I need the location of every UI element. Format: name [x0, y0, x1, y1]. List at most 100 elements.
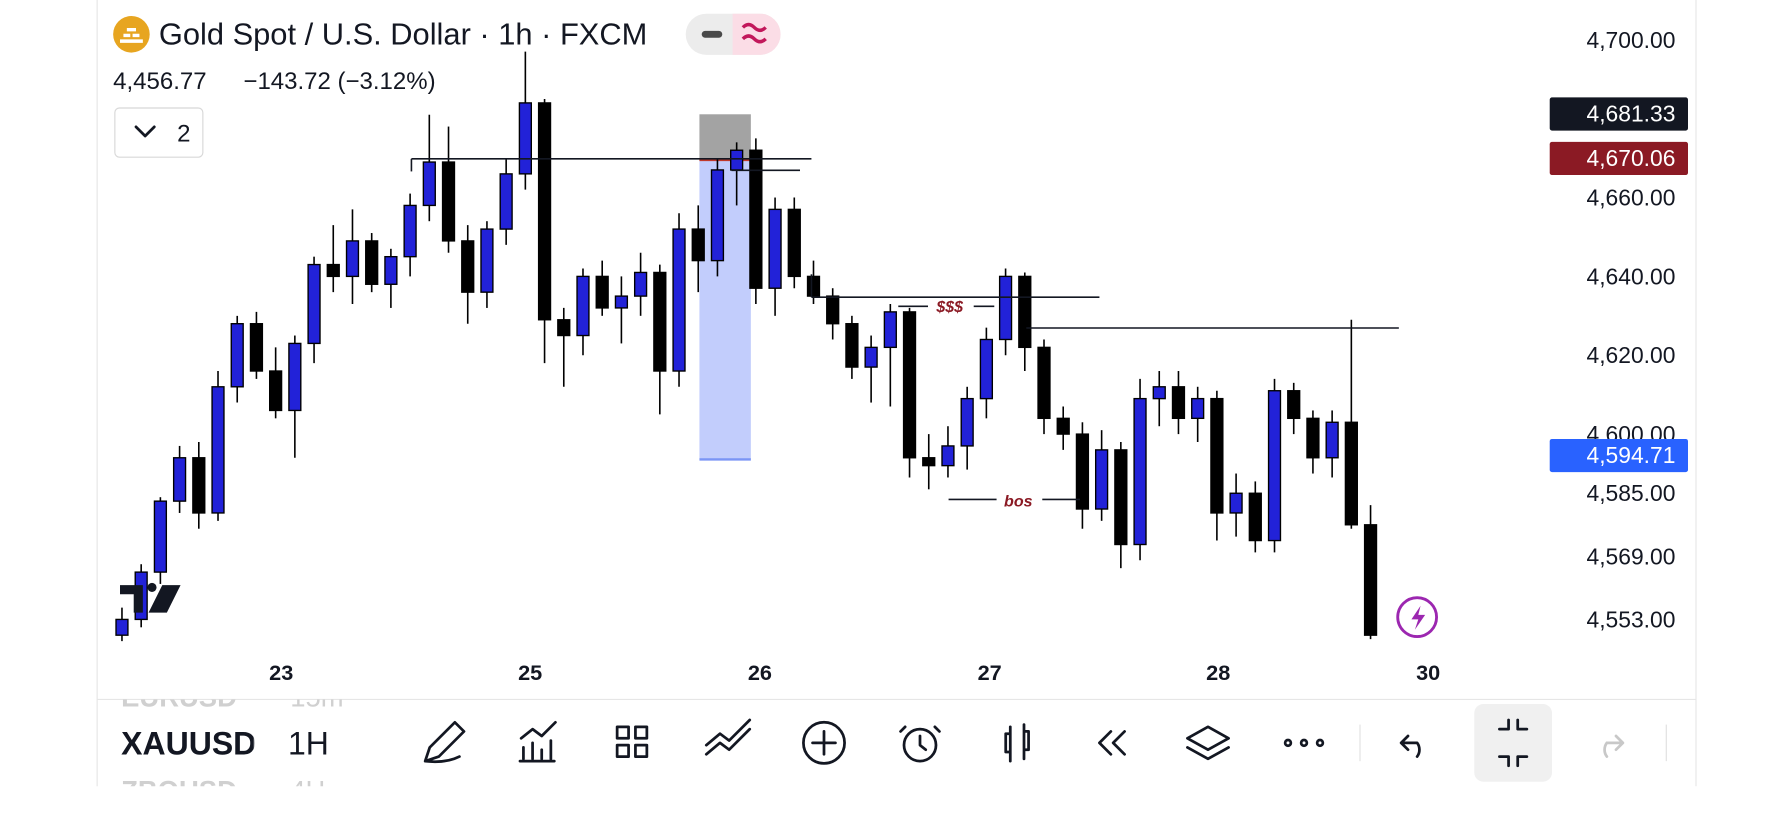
indicator-toggle[interactable]: [114, 107, 204, 158]
alert-tool[interactable]: [902, 727, 938, 763]
price-axis: 4,700.004,660.004,640.004,620.004,600.00…: [269, 27, 1688, 685]
redo[interactable]: [1603, 734, 1625, 758]
candle-body: [422, 161, 436, 207]
compare-tool[interactable]: [704, 718, 752, 756]
candle-body: [269, 370, 283, 412]
layout-tool[interactable]: [615, 725, 649, 758]
price-label-box: [1549, 438, 1688, 473]
price-change: −143.72 (−3.12%): [243, 68, 435, 95]
candle-body: [461, 240, 475, 293]
y-tick-label: 4,700.00: [1587, 27, 1676, 53]
candle-body: [365, 240, 379, 285]
target-zone: [699, 160, 751, 460]
status-dash: [701, 30, 723, 38]
undo[interactable]: [1399, 734, 1421, 758]
candle-body: [1191, 397, 1205, 420]
y-tick-label: 4,620.00: [1587, 342, 1676, 368]
y-tick-label: 4,640.00: [1587, 263, 1676, 289]
candle-body: [883, 311, 897, 349]
candle-body: [537, 102, 552, 321]
fullscreen-icon: [1498, 718, 1529, 768]
fullscreen-button[interactable]: [1474, 704, 1552, 782]
chevron: [134, 125, 156, 138]
candle-body: [1152, 386, 1166, 400]
candle-body: [441, 161, 456, 242]
candle-body: [1287, 390, 1301, 420]
indicators-tool[interactable]: [518, 720, 557, 763]
symbol-switcher[interactable]: EURUSD 15m XAUUSD 1H ZBOUSD 4H: [121, 681, 343, 806]
candle-body: [326, 263, 340, 278]
candle-body: [1056, 417, 1070, 435]
candle-body: [864, 346, 878, 368]
x-tick-label: 23: [269, 660, 293, 685]
candle-body: [691, 228, 705, 262]
candle-body: [480, 228, 494, 293]
status-wave: [741, 22, 767, 44]
candle-body: [768, 208, 782, 289]
interval: 1H: [288, 725, 329, 761]
candle-body: [345, 240, 360, 278]
candle-body: [288, 342, 302, 412]
x-tick-label: 28: [1206, 660, 1230, 685]
candle-body: [653, 271, 667, 372]
add-tool[interactable]: [802, 720, 846, 765]
x-tick-label: 26: [748, 660, 772, 685]
candle-body: [1133, 397, 1147, 546]
candle-body: [1210, 397, 1224, 514]
candle-body: [153, 500, 168, 573]
y-tick-label: 4,553.00: [1587, 606, 1676, 632]
drawings: [410, 158, 1399, 501]
candle-body: [1018, 275, 1032, 349]
draw-tool[interactable]: [423, 720, 466, 764]
candle-body: [1344, 421, 1358, 526]
candle-body: [518, 102, 532, 175]
y-tick-label: 4,660.00: [1587, 185, 1676, 211]
candles: [115, 51, 1378, 642]
candle-body: [1325, 421, 1339, 459]
price-label: 4,594.71: [1587, 442, 1676, 468]
candle-body: [922, 457, 936, 467]
candle-body: [1229, 492, 1243, 514]
candle-body: [806, 275, 821, 297]
candle-body: [998, 275, 1013, 341]
price-label-box: [1549, 97, 1688, 131]
candle-body: [1171, 386, 1186, 420]
candle-body: [172, 457, 187, 502]
candle-body: [557, 319, 571, 337]
price-label: 4,681.33: [1587, 100, 1676, 126]
candle-body: [1094, 449, 1109, 510]
candle-body: [1267, 390, 1282, 542]
symbol-icon: [113, 16, 150, 53]
candle-body: [1363, 524, 1378, 636]
candle-body: [1248, 492, 1262, 542]
x-tick-label: 27: [978, 660, 1002, 685]
annotation: bos: [1004, 493, 1033, 510]
candle-body: [902, 311, 917, 459]
candle-body: [749, 149, 763, 289]
symbol-icon-bars: [120, 28, 143, 43]
candle-body: [787, 208, 801, 278]
candle-body: [230, 323, 244, 388]
lightning-icon: [1411, 605, 1426, 630]
replay-tool[interactable]: [1098, 730, 1126, 756]
symbol-above: EURUSD: [121, 681, 237, 712]
candle-body: [307, 263, 321, 345]
candle-body: [249, 323, 264, 372]
layers-tool[interactable]: [1186, 725, 1230, 761]
last-price: 4,456.77: [113, 68, 206, 95]
candle-body: [672, 228, 686, 372]
candle-body: [403, 204, 417, 258]
chart-type-tool[interactable]: [1004, 723, 1030, 763]
y-tick-label: 4,569.00: [1587, 543, 1676, 569]
symbol-title: Gold Spot / U.S. Dollar · 1h · FXCM: [159, 17, 647, 52]
candle-body: [576, 275, 590, 337]
price-label: 4,670.06: [1587, 145, 1676, 171]
candle-body: [384, 255, 398, 285]
interval-above: 15m: [290, 681, 343, 712]
indicator-count: 2: [177, 121, 190, 148]
logo: [120, 585, 181, 613]
status-pill-right: [732, 13, 781, 55]
candle-body: [1075, 433, 1090, 510]
